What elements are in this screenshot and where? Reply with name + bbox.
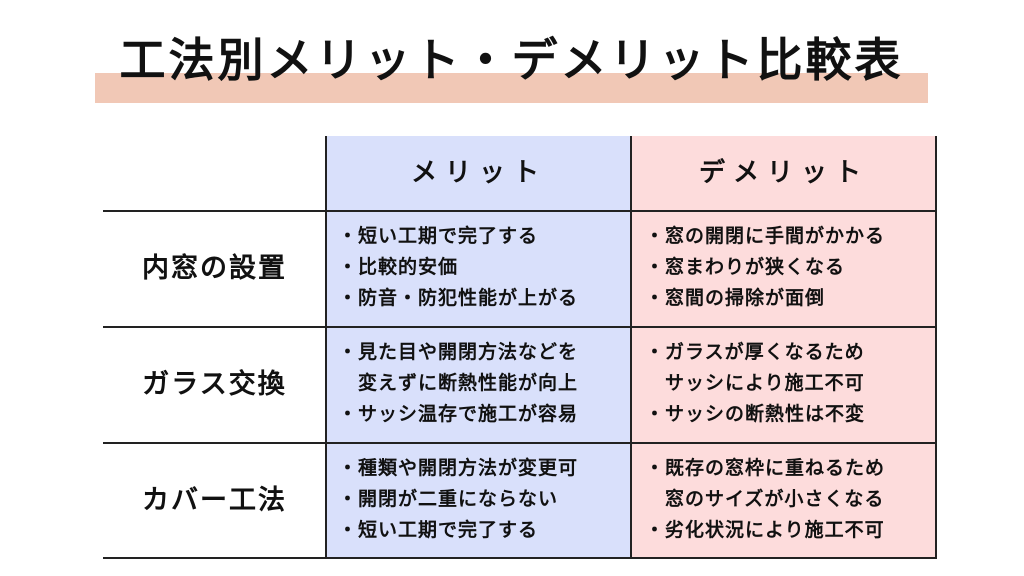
list-item: ・開閉が二重にならない [338,484,578,515]
merit-list: ・種類や開閉方法が変更可・開閉が二重にならない・短い工期で完了する [338,453,578,546]
demerit-list: ・ガラスが厚くなるため サッシにより施工不可・サッシの断熱性は不変 [645,337,865,430]
item-text: 種類や開閉方法が変更可 [358,457,579,479]
bullet: ・ [645,403,666,425]
item-text: 窓のサイズが小さくなる [665,488,885,510]
page-title: 工法別メリット・デメリット比較表 [119,33,904,87]
row-label: ガラス交換 [142,369,287,400]
bullet: ・ [338,225,359,247]
merit-list: ・短い工期で完了する・比較的安価・防音・防犯性能が上がる [338,221,578,314]
list-item: ・短い工期で完了する [338,515,578,546]
merit-list: ・見た目や開閉方法などを 変えずに断熱性能が向上・サッシ温存で施工が容易 [338,337,578,430]
item-text: 変えずに断熱性能が向上 [358,372,579,394]
item-text: 窓まわりが狭くなる [665,256,846,278]
item-text: サッシ温存で施工が容易 [358,403,579,425]
list-item: ・種類や開閉方法が変更可 [338,453,578,484]
bullet: ・ [338,341,359,363]
list-item: ・短い工期で完了する [338,221,578,252]
list-item: 窓のサイズが小さくなる [645,484,885,515]
divider [103,442,937,444]
item-text: 劣化状況により施工不可 [665,519,885,541]
list-item: ・窓まわりが狭くなる [645,252,885,283]
list-item: ・劣化状況により施工不可 [645,515,885,546]
bullet: ・ [645,225,666,247]
bullet: ・ [645,287,666,309]
divider [103,210,937,212]
list-item: ・サッシ温存で施工が容易 [338,399,578,430]
divider [630,136,632,559]
title-highlight [95,73,928,103]
list-item: ・既存の窓枠に重ねるため [645,453,885,484]
bullet: ・ [645,256,666,278]
demerit-column-bg [632,136,936,558]
demerit-list: ・既存の窓枠に重ねるため 窓のサイズが小さくなる・劣化状況により施工不可 [645,453,885,546]
item-text: サッシの断熱性は不変 [665,403,866,425]
divider [935,136,937,559]
bullet: ・ [338,256,359,278]
item-text: 防音・防犯性能が上がる [358,287,579,309]
list-item: ・サッシの断熱性は不変 [645,399,865,430]
bullet: ・ [338,488,359,510]
demerit-header: デメリット [698,158,869,188]
list-item: ・防音・防犯性能が上がる [338,283,578,314]
item-text: 開閉が二重にならない [358,488,559,510]
bullet [645,484,665,515]
bullet: ・ [338,519,359,541]
merit-column-bg [327,136,631,558]
list-item: サッシにより施工不可 [645,368,865,399]
bullet: ・ [338,403,359,425]
divider [103,557,937,559]
item-text: 窓間の掃除が面倒 [665,287,826,309]
item-text: 既存の窓枠に重ねるため [665,457,886,479]
list-item: ・ガラスが厚くなるため [645,337,865,368]
item-text: 比較的安価 [358,256,459,278]
bullet [645,368,665,399]
row-label: 内窓の設置 [142,253,287,284]
item-text: 窓の開閉に手間がかかる [665,225,886,247]
row-label: カバー工法 [142,485,287,516]
item-text: ガラスが厚くなるため [665,341,865,363]
bullet: ・ [645,457,666,479]
item-text: サッシにより施工不可 [665,372,865,394]
bullet: ・ [338,457,359,479]
list-item: ・窓間の掃除が面倒 [645,283,885,314]
bullet [338,368,358,399]
item-text: 短い工期で完了する [358,225,539,247]
list-item: ・比較的安価 [338,252,578,283]
divider [103,326,937,328]
bullet: ・ [645,341,666,363]
bullet: ・ [645,519,666,541]
item-text: 短い工期で完了する [358,519,539,541]
bullet: ・ [338,287,359,309]
list-item: ・窓の開閉に手間がかかる [645,221,885,252]
item-text: 見た目や開閉方法などを [358,341,579,363]
demerit-list: ・窓の開閉に手間がかかる・窓まわりが狭くなる・窓間の掃除が面倒 [645,221,885,314]
list-item: ・見た目や開閉方法などを [338,337,578,368]
divider [325,136,327,559]
list-item: 変えずに断熱性能が向上 [338,368,578,399]
merit-header: メリット [410,158,547,188]
